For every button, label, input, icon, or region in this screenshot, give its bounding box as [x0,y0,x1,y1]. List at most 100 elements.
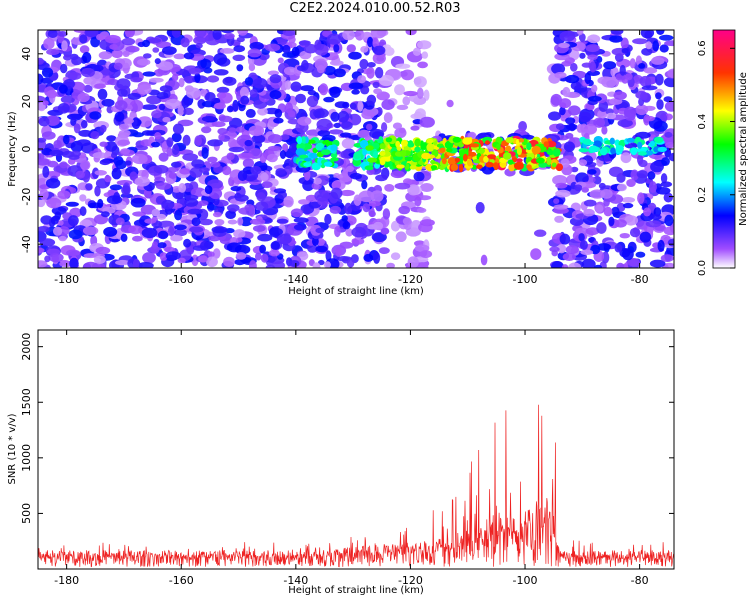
heatmap-cell [329,60,344,66]
y-tick-label: 500 [20,503,33,524]
heatmap-cell [505,137,515,144]
heatmap-cell [114,100,128,111]
heatmap-cell [414,146,421,153]
heatmap-cell [610,147,616,155]
heatmap-cell [381,99,395,110]
heatmap-cell [414,138,421,147]
heatmap-cell [257,107,268,116]
heatmap-cell [385,137,393,143]
heatmap-cell [132,258,140,268]
heatmap-cell [92,152,107,159]
heatmap-cell [348,51,362,60]
heatmap-cell [386,262,395,268]
heatmap-cell [394,127,407,139]
heatmap-cell [277,57,284,64]
heatmap-cell [43,37,55,50]
heatmap-cell [337,110,350,123]
colorbar-tick-label: 0.6 [697,40,708,56]
heatmap-cell [297,116,312,126]
heatmap-cell [650,161,664,173]
heatmap-cell [339,241,354,249]
heatmap-cell [93,255,106,264]
heatmap-cell [416,207,427,213]
heatmap-cell [58,84,68,94]
heatmap-cell [656,30,665,35]
heatmap-cell [120,148,131,155]
heatmap-cell [151,110,162,119]
heatmap-cell [83,261,99,268]
heatmap-cell [657,239,665,252]
heatmap-cell [357,75,367,84]
heatmap-cell [77,92,90,103]
heatmap-cell [579,52,586,59]
heatmap-cell [136,84,152,95]
x-tick-label: -160 [169,273,194,286]
heatmap-cell [372,142,380,150]
heatmap-cell [415,262,429,268]
heatmap-cell [655,92,662,100]
heatmap-cell [226,105,234,113]
heatmap-cell [237,170,248,182]
heatmap-cell [168,171,177,179]
heatmap-cell [174,209,183,221]
heatmap-cell [334,226,341,238]
heatmap-cell [394,182,411,190]
heatmap-cell [103,226,118,237]
heatmap-cell [212,248,221,259]
heatmap-cell [183,238,192,248]
x-tick-label: -80 [631,273,649,286]
heatmap-cell [181,96,190,108]
heatmap-cell [421,152,431,160]
heatmap-cell [632,38,648,45]
heatmap-cell [306,139,316,144]
heatmap-cell [275,39,287,46]
heatmap-cell [643,207,652,217]
heatmap-cell [94,170,107,176]
heatmap-cell [365,145,374,151]
heatmap-cell [323,96,335,103]
heatmap-cell [314,58,328,71]
heatmap-cell [383,112,393,124]
heatmap-cell [397,146,402,151]
heatmap-cell [426,138,434,144]
heatmap-cell [183,52,195,60]
heatmap-cell [50,215,59,225]
heatmap-cell [214,219,225,226]
heatmap-cell [90,131,100,140]
heatmap-cell [621,48,629,54]
heatmap-cell [483,156,489,163]
heatmap-cell [645,41,652,50]
heatmap-cell [493,162,499,171]
heatmap-cell [187,208,203,215]
heatmap-cell [606,112,617,120]
heatmap-cell [372,52,386,65]
heatmap-cell [599,147,608,156]
heatmap-cell [47,160,59,168]
heatmap-cell [601,126,608,135]
heatmap-cell [516,158,523,163]
heatmap-cell [39,188,49,200]
heatmap-cell [402,217,412,226]
heatmap-cell [177,105,185,116]
heatmap-cell [269,74,282,84]
heatmap-cell [113,156,124,166]
heatmap-cell [282,30,296,37]
heatmap-cell [153,164,169,174]
heatmap-cell [530,248,542,260]
heatmap-cell [505,145,512,153]
heatmap-cell [121,185,131,196]
heatmap-cell [323,261,331,268]
heatmap-cell [63,134,70,145]
heatmap-cell [244,77,254,86]
heatmap-cell [209,161,221,168]
heatmap-cell [152,47,160,53]
heatmap-cell [232,54,246,61]
heatmap-cell [330,152,338,158]
heatmap-cell [82,52,92,63]
heatmap-cell [531,145,541,155]
x-tick-label: -160 [169,574,194,587]
heatmap-cell [235,252,247,260]
heatmap-cell [413,76,427,88]
heatmap-cell [609,35,623,43]
heatmap-cell [307,244,318,253]
